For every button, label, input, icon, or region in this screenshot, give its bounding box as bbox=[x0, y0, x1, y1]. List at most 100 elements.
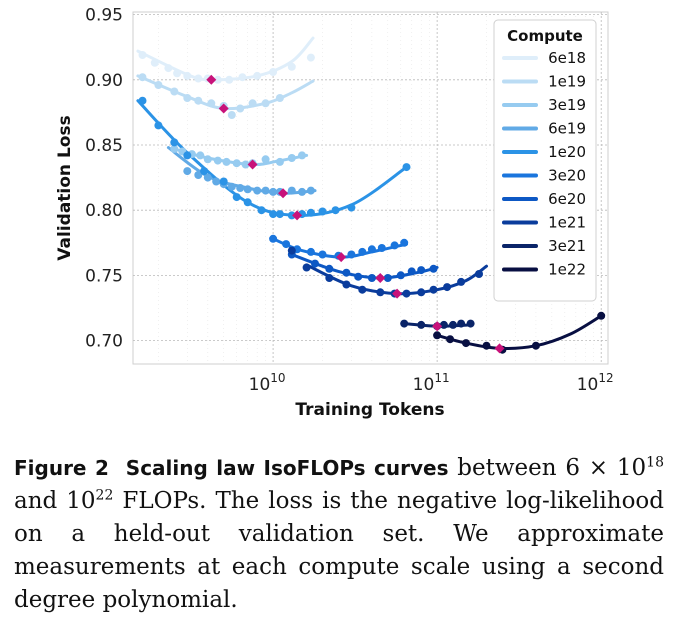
point-1e20 bbox=[257, 206, 266, 215]
point-1e20 bbox=[347, 203, 356, 212]
minimum-marker-3e19 bbox=[247, 159, 258, 170]
point-6e18 bbox=[238, 73, 247, 82]
point-1e21 bbox=[443, 283, 452, 292]
caption-exponent-1: 18 bbox=[646, 454, 664, 471]
caption-text-2: and 10 bbox=[14, 488, 96, 514]
point-3e20 bbox=[269, 234, 278, 243]
point-3e19 bbox=[232, 159, 241, 168]
point-1e20 bbox=[170, 138, 179, 147]
point-1e20 bbox=[183, 151, 192, 160]
caption-text-3: FLOPs. The loss is the negative log-like… bbox=[14, 488, 664, 613]
figure-label: Figure 2 bbox=[14, 456, 109, 480]
point-6e20 bbox=[396, 271, 405, 280]
point-1e21 bbox=[402, 289, 411, 298]
y-tick-label: 0.90 bbox=[85, 71, 123, 91]
point-6e18 bbox=[183, 71, 192, 80]
legend-label-6e20: 6e20 bbox=[548, 190, 586, 208]
point-1e21 bbox=[287, 246, 296, 255]
point-6e19 bbox=[306, 186, 315, 195]
point-1e20 bbox=[138, 96, 147, 105]
point-6e19 bbox=[287, 186, 296, 195]
point-6e18 bbox=[150, 58, 159, 67]
point-1e20 bbox=[402, 163, 411, 172]
point-6e18 bbox=[173, 69, 182, 78]
point-3e20 bbox=[306, 247, 315, 256]
point-1e21 bbox=[457, 277, 466, 286]
y-axis-label: Validation Loss bbox=[55, 115, 75, 260]
fit-curve-1e20 bbox=[136, 99, 408, 217]
point-1e20 bbox=[232, 193, 241, 202]
point-6e18 bbox=[269, 68, 278, 76]
point-1e20 bbox=[306, 208, 315, 217]
point-3e19 bbox=[261, 155, 270, 164]
point-3e19 bbox=[170, 144, 179, 153]
point-1e20 bbox=[287, 211, 296, 220]
point-3e20 bbox=[367, 245, 376, 254]
point-1e22 bbox=[462, 339, 470, 348]
point-1e20 bbox=[154, 121, 163, 130]
minimum-marker-1e19 bbox=[218, 103, 229, 114]
point-3e20 bbox=[347, 250, 356, 259]
point-1e19 bbox=[183, 94, 192, 102]
point-1e21 bbox=[302, 263, 311, 272]
legend-label-6e18: 6e18 bbox=[548, 49, 586, 67]
point-1e19 bbox=[138, 73, 147, 82]
point-6e18 bbox=[253, 71, 262, 80]
x-tick-label: 1011 bbox=[413, 371, 450, 395]
minimum-markers bbox=[206, 74, 505, 354]
legend-title: Compute bbox=[507, 27, 583, 45]
point-3e21 bbox=[439, 320, 448, 329]
point-3e21 bbox=[417, 320, 426, 329]
point-3e20 bbox=[282, 240, 291, 249]
point-1e19 bbox=[170, 87, 179, 96]
point-1e21 bbox=[429, 285, 438, 294]
point-6e19 bbox=[227, 182, 236, 191]
x-axis-label: Training Tokens bbox=[295, 400, 444, 420]
point-1e20 bbox=[243, 198, 252, 207]
point-6e20 bbox=[417, 266, 426, 275]
y-tick-label: 0.75 bbox=[85, 266, 123, 286]
y-tick-label: 0.70 bbox=[85, 332, 123, 352]
legend-label-3e21: 3e21 bbox=[548, 237, 586, 255]
legend-label-1e21: 1e21 bbox=[548, 214, 586, 232]
point-6e20 bbox=[367, 274, 376, 282]
point-3e19 bbox=[196, 151, 205, 160]
point-1e19 bbox=[207, 99, 216, 108]
point-3e19 bbox=[222, 157, 231, 166]
legend-label-1e20: 1e20 bbox=[548, 143, 586, 161]
point-1e21 bbox=[376, 288, 385, 297]
point-1e21 bbox=[417, 288, 426, 297]
point-6e19 bbox=[236, 184, 245, 192]
point-3e19 bbox=[213, 156, 222, 165]
point-6e20 bbox=[325, 264, 334, 273]
point-1e19 bbox=[261, 99, 270, 108]
point-6e20 bbox=[342, 268, 351, 277]
y-tick-label: 0.95 bbox=[85, 6, 123, 26]
legend-label-3e20: 3e20 bbox=[548, 167, 586, 185]
point-6e18 bbox=[306, 53, 315, 62]
figure-caption: Figure 2 Scaling law IsoFLOPs curves bet… bbox=[14, 452, 664, 617]
point-6e18 bbox=[164, 64, 173, 73]
point-6e19 bbox=[194, 171, 203, 179]
point-1e22 bbox=[531, 341, 540, 350]
point-3e20 bbox=[400, 238, 409, 247]
minimum-marker-6e18 bbox=[206, 74, 217, 85]
point-6e20 bbox=[311, 259, 319, 268]
legend-items: 6e18 1e19 3e19 6e19 1e20 3e20 6e20 1e21 3e21 1e22 bbox=[502, 49, 586, 279]
minimum-marker-6e19 bbox=[278, 188, 289, 199]
point-6e19 bbox=[253, 186, 262, 195]
point-6e19 bbox=[212, 177, 221, 186]
point-1e20 bbox=[331, 206, 340, 215]
point-6e18 bbox=[138, 51, 147, 59]
point-1e21 bbox=[475, 270, 483, 278]
legend-box bbox=[493, 19, 597, 302]
minimum-marker-1e21 bbox=[392, 288, 403, 299]
caption-text-1: between 6 × 10 bbox=[448, 455, 647, 481]
point-6e19 bbox=[243, 185, 252, 194]
point-1e22 bbox=[597, 311, 606, 320]
figure-title: Scaling law IsoFLOPs curves bbox=[125, 456, 449, 480]
x-tick-label: 1012 bbox=[577, 371, 614, 395]
point-1e20 bbox=[219, 177, 228, 186]
y-tick-labels: 0.70 0.75 0.80 0.85 0.90 0.95 bbox=[85, 6, 123, 352]
point-6e18 bbox=[287, 62, 296, 71]
